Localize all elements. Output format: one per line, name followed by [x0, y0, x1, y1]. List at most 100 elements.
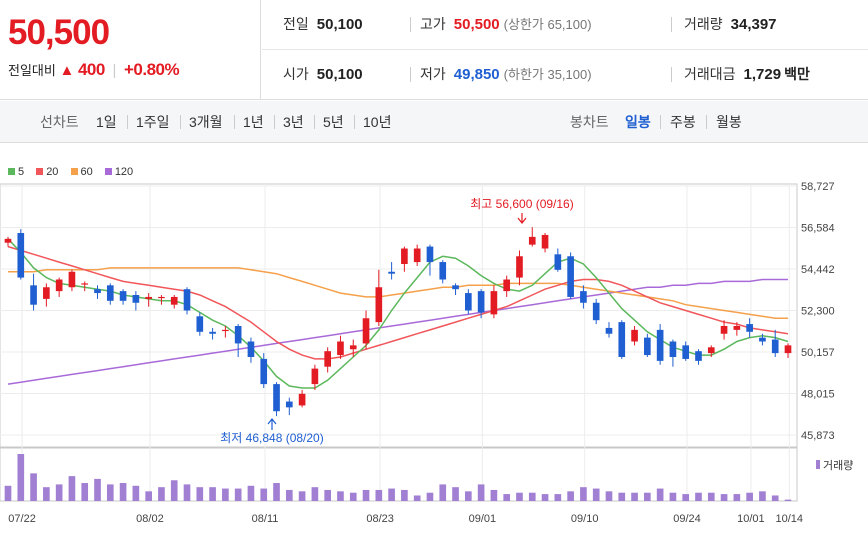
volume-bar: [132, 485, 140, 501]
candle-down: [580, 291, 587, 303]
legend-ma60: 60: [70, 166, 93, 178]
candle-up: [170, 296, 178, 305]
period-10y[interactable]: 10년: [363, 114, 392, 130]
amount-unit: 백만: [784, 66, 810, 82]
volume-bar: [516, 492, 523, 501]
grid-lines: [0, 184, 797, 501]
up-arrow-icon: [267, 418, 277, 430]
volume-bar: [94, 478, 101, 501]
x-tick-label: 07/22: [8, 513, 36, 525]
x-tick-label: 08/11: [252, 513, 279, 525]
candle-down: [771, 339, 779, 354]
candle-up: [81, 283, 89, 285]
x-tick-label: 09/10: [571, 513, 599, 525]
divider: [127, 115, 128, 129]
candle-down: [605, 327, 613, 334]
period-3m[interactable]: 3개월: [189, 114, 223, 130]
candle-down: [273, 384, 280, 412]
candle-up: [311, 368, 319, 385]
volume-bar: [567, 491, 574, 501]
volume-bar: [695, 492, 702, 501]
open: 시가 50,100: [283, 50, 363, 100]
y-tick-label: 50,157: [801, 347, 835, 359]
volume-bar: [580, 487, 587, 501]
quote-row-2: 시가 50,100 저가 49,850 (하한가 35,100) 거래대금 1,729 백…: [262, 50, 868, 100]
candle-up: [55, 279, 63, 292]
volume-plot-area: [0, 447, 798, 502]
candle-down: [669, 341, 677, 357]
y-tick-label: 56,584: [801, 223, 835, 235]
candle-up: [158, 296, 165, 299]
candle-up: [222, 329, 229, 332]
candle-up: [362, 318, 370, 344]
volume-legend-label: 거래량: [823, 459, 853, 472]
down-arrow-icon: [517, 213, 527, 224]
ma5-swatch: [8, 168, 15, 175]
volume-bar: [68, 476, 76, 501]
quote-panel: 50,500 전일대비 ▲ 400 | +0.80% 전일 50,100 고가 50…: [0, 0, 868, 100]
volume-bar: [260, 488, 268, 501]
volume-bar: [209, 487, 216, 501]
candle-up: [413, 248, 421, 263]
volume-bar: [4, 485, 12, 501]
candle-down: [618, 322, 626, 357]
volume-bar: [388, 488, 395, 501]
volume-bar: [401, 489, 408, 501]
upper-limit: (상한가 65,100): [503, 17, 592, 32]
period-1y[interactable]: 1년: [243, 114, 264, 130]
period-3y[interactable]: 3년: [283, 114, 304, 130]
legend-ma60-label: 60: [80, 166, 93, 178]
x-axis-labels: 07/22 08/02 08/11 08/23 09/01 09/10 09/24 10/01…: [8, 513, 803, 525]
candle-up: [503, 279, 511, 292]
y-tick-label: 48,015: [801, 389, 835, 401]
divider: [354, 115, 355, 129]
y-axis-labels: 58,727 56,584 54,442 52,300 50,157 48,015 45,8…: [801, 181, 835, 442]
candle-up: [298, 393, 306, 406]
volume-bar: [605, 491, 613, 501]
volume-swatch: [816, 460, 820, 469]
candle-monthly[interactable]: 월봉: [716, 114, 742, 130]
volume-bar: [541, 494, 549, 501]
y-tick-label: 58,727: [801, 181, 835, 193]
divider: [234, 115, 235, 129]
candle-down: [183, 289, 191, 311]
volume-bar: [669, 492, 677, 501]
volume-bars: [4, 454, 792, 501]
period-5y[interactable]: 5년: [323, 114, 344, 130]
volume-bar: [554, 494, 562, 501]
candle-down: [119, 291, 127, 301]
amount-value: 1,729: [743, 66, 782, 83]
chart-period-toolbar: 선차트 1일 1주일 3개월 1년 3년 5년 10년 봉차트 일봉 주봉 월봉: [0, 101, 868, 143]
volume-label: 거래량: [684, 16, 723, 32]
candle-down: [209, 331, 216, 334]
day-low: 저가 49,850 (하한가 35,100): [420, 50, 592, 100]
volume-bar: [656, 488, 664, 501]
volume-bar: [759, 491, 766, 501]
candle-weekly[interactable]: 주봉: [670, 114, 696, 130]
volume-bar: [644, 492, 651, 501]
change-amount: 400: [77, 60, 105, 79]
volume-bar: [170, 480, 178, 501]
candle-up: [349, 345, 357, 350]
period-1w[interactable]: 1주일: [136, 114, 170, 130]
volume-bar: [682, 494, 690, 501]
amount-label: 거래대금: [684, 66, 736, 82]
volume-bar: [746, 492, 753, 501]
change-row: 전일대비 ▲ 400 | +0.80%: [8, 60, 180, 80]
volume-bar: [285, 489, 293, 501]
volume-bar: [273, 483, 280, 501]
low-value: 49,850: [453, 66, 500, 83]
volume-bar: [234, 488, 242, 501]
candlestick-chart[interactable]: 58,727 56,584 54,442 52,300 50,157 48,015 45,8…: [0, 180, 868, 548]
quote-row-1: 전일 50,100 고가 50,500 (상한가 65,100) 거래량 34,397: [262, 0, 868, 50]
volume-bar: [222, 488, 229, 501]
volume-bar: [81, 483, 89, 501]
candle-down: [682, 345, 690, 359]
candle-up: [324, 351, 331, 367]
candle-daily[interactable]: 일봉: [625, 114, 651, 130]
candle-down: [388, 271, 395, 274]
volume-bar: [183, 484, 191, 501]
change-percent: +0.80%: [123, 60, 180, 79]
divider: [660, 115, 661, 129]
period-1d[interactable]: 1일: [96, 114, 117, 130]
